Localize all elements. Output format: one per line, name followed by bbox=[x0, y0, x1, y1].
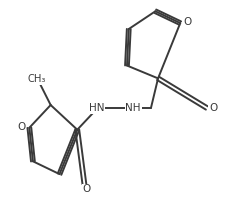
Text: CH₃: CH₃ bbox=[28, 74, 46, 84]
Text: O: O bbox=[209, 103, 217, 113]
Text: O: O bbox=[183, 17, 192, 27]
Text: HN: HN bbox=[89, 103, 104, 113]
Text: O: O bbox=[17, 122, 25, 132]
Text: O: O bbox=[82, 184, 91, 194]
Text: NH: NH bbox=[125, 103, 141, 113]
